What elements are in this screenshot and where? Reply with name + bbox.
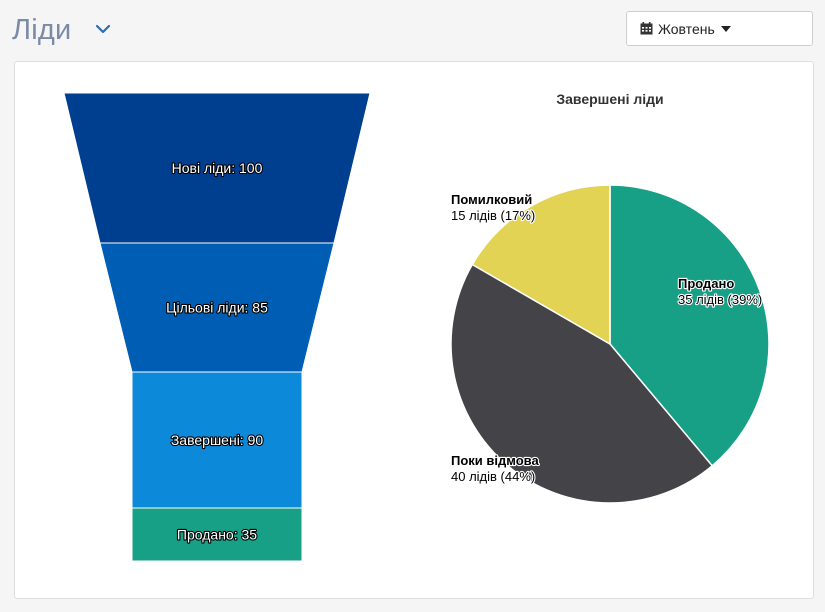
funnel-stage-label: Нові ліди: 100 xyxy=(172,160,263,176)
month-select-button[interactable]: Жовтень xyxy=(626,11,813,46)
calendar-icon xyxy=(640,22,653,35)
page-title: Ліди xyxy=(12,14,72,46)
pie-slice-detail: 35 лідів (39%) xyxy=(678,292,762,307)
pie-slice-1 xyxy=(609,184,770,467)
pie-slice-name: Помилковий xyxy=(451,192,532,207)
pie-title: Завершені ліди xyxy=(556,91,663,107)
chevron-down-icon[interactable] xyxy=(94,22,112,36)
pie-slice-detail: 15 лідів (17%) xyxy=(451,208,535,223)
pie-slice-name: Продано xyxy=(678,276,734,291)
pie-slice-3 xyxy=(471,184,611,346)
funnel-stage-label: Продано: 35 xyxy=(177,527,257,543)
caret-down-icon xyxy=(720,25,731,32)
funnel-stage-label: Цільові ліди: 85 xyxy=(166,300,268,316)
funnel-stage-4 xyxy=(131,507,303,562)
month-select-label: Жовтень xyxy=(658,20,715,37)
funnel-stage-label: Завершені: 90 xyxy=(171,432,264,448)
pie-slice-detail: 40 лідів (44%) xyxy=(451,469,535,484)
pie-slice-name: Поки відмова xyxy=(451,453,539,468)
pie-slice-2 xyxy=(450,263,714,504)
